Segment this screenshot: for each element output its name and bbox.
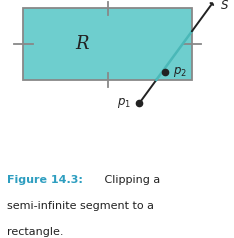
Text: rectangle.: rectangle.: [7, 227, 63, 237]
Text: Figure 14.3:: Figure 14.3:: [7, 175, 83, 185]
Text: R: R: [75, 35, 89, 53]
Text: $p_1$: $p_1$: [117, 96, 131, 110]
Text: $p_2$: $p_2$: [173, 65, 187, 79]
Bar: [23, 8, 192, 80]
Text: Clipping a: Clipping a: [101, 175, 161, 185]
Text: semi-infinite segment to a: semi-infinite segment to a: [7, 201, 154, 211]
Text: $S$: $S$: [220, 0, 229, 12]
